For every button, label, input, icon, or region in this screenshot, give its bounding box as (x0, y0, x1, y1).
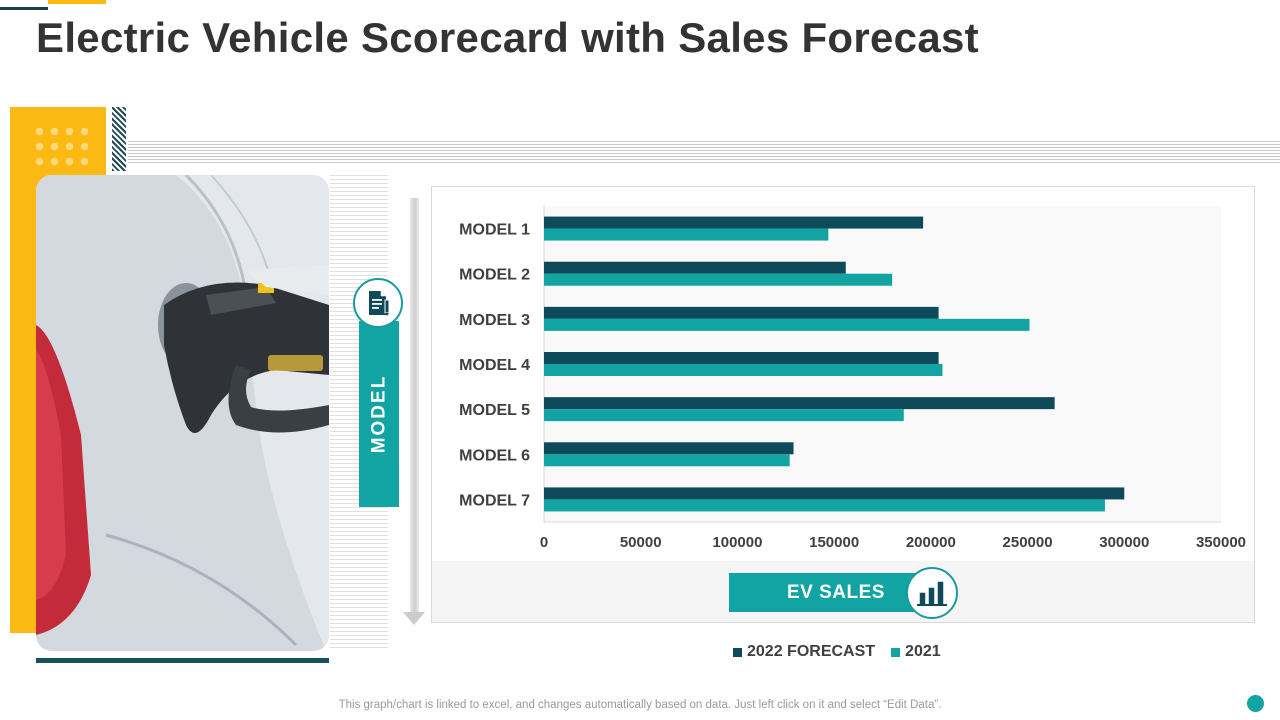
bar-2021 (544, 409, 904, 422)
bar-2022-forecast (544, 397, 1055, 410)
bar-2021 (544, 364, 943, 376)
category-label: MODEL 6 (459, 447, 530, 464)
bar-2022-forecast (544, 216, 924, 229)
category-label: MODEL 3 (459, 312, 530, 329)
category-label: MODEL 7 (459, 492, 530, 509)
legend-item-2021: 2021 (891, 643, 941, 661)
photo-underline (36, 658, 329, 663)
vertical-arrow-head (403, 612, 425, 625)
top-accent-line (0, 7, 48, 10)
bar-2021 (544, 228, 829, 241)
decorative-dot-grid (32, 124, 92, 168)
fuel-nozzle-photo (36, 175, 329, 651)
bar-2021 (544, 318, 1030, 331)
legend-label-2022-forecast: 2022 FORECAST (747, 643, 876, 660)
bar-chart-icon (906, 567, 958, 619)
top-accent-bar (48, 0, 106, 4)
x-tick-label: 300000 (1099, 534, 1149, 551)
bar-2022-forecast (544, 487, 1125, 500)
legend-swatch-2022-forecast (733, 647, 742, 657)
bar-2021 (544, 273, 893, 286)
chart-legend: 2022 FORECAST 2021 (733, 643, 957, 661)
bar-2022-forecast (544, 442, 794, 455)
x-tick-label: 0 (540, 534, 548, 551)
bar-2021 (544, 499, 1105, 512)
vertical-arrow-shaft (410, 198, 419, 614)
footnote: This graph/chart is linked to excel, and… (338, 699, 942, 711)
category-label: MODEL 5 (459, 402, 530, 419)
decorative-line-band (128, 141, 1280, 165)
legend-label-2021: 2021 (905, 643, 941, 660)
x-tick-label: 350000 (1196, 534, 1246, 551)
x-tick-label: 250000 (1003, 534, 1053, 551)
model-axis-banner (359, 321, 399, 507)
category-label: MODEL 1 (459, 222, 530, 239)
model-axis-label: MODEL (359, 321, 399, 507)
ev-sales-bar-chart: MODEL 1 MODEL 2 MODEL 3 MODEL 4 MODEL 5 MODEL… (459, 206, 1246, 551)
x-tick-label: 150000 (809, 534, 859, 551)
model-axis-label-text: MODEL (368, 374, 390, 454)
category-label: MODEL 4 (459, 357, 530, 374)
ev-sales-label: EV SALES (787, 581, 885, 603)
document-pen-icon (353, 278, 403, 328)
ev-sales-banner: EV SALES (729, 573, 931, 612)
bar-2021 (544, 454, 790, 467)
x-tick-label: 50000 (620, 534, 662, 551)
category-label: MODEL 2 (459, 267, 530, 284)
legend-item-2022-forecast: 2022 FORECAST (733, 643, 875, 661)
x-tick-label: 200000 (906, 534, 956, 551)
bar-2022-forecast (544, 306, 939, 319)
x-tick-label: 100000 (712, 534, 762, 551)
decorative-hatch-strip (112, 107, 126, 171)
page-title: Electric Vehicle Scorecard with Sales Fo… (36, 14, 979, 61)
bar-2022-forecast (544, 352, 939, 364)
corner-dot (1247, 695, 1264, 712)
legend-swatch-2021 (891, 647, 901, 657)
bar-2022-forecast (544, 261, 846, 274)
